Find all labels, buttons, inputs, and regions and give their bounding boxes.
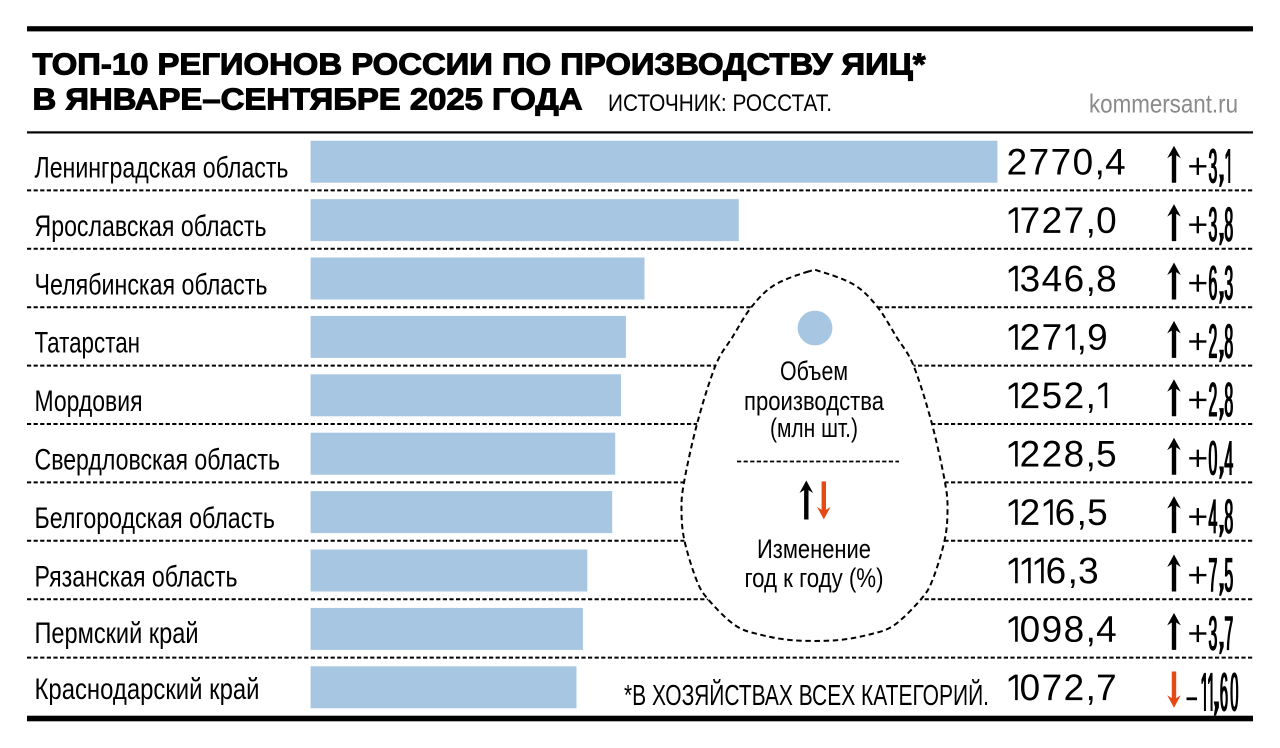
svg-text:Челябинская область: Челябинская область [35,268,268,301]
svg-text:Татарстан: Татарстан [35,327,141,360]
svg-text:ИСТОЧНИК: РОССТАТ.: ИСТОЧНИК: РОССТАТ. [608,90,832,117]
svg-text:Объем: Объем [780,356,848,386]
svg-text:Свердловская область: Свердловская область [35,444,281,477]
svg-text:Ленинградская область: Ленинградская область [35,152,289,185]
svg-text:Изменение: Изменение [757,534,871,564]
svg-text:(млн шт.): (млн шт.) [770,413,858,443]
svg-text:Рязанская область: Рязанская область [35,560,238,593]
svg-text:kommersant.ru: kommersant.ru [1089,88,1238,118]
svg-text:ТОП-10 РЕГИОНОВ РОССИИ ПО ПРОИ: ТОП-10 РЕГИОНОВ РОССИИ ПО ПРОИЗВОДСТВУ Я… [33,47,927,82]
svg-text:Мордовия: Мордовия [35,385,143,418]
svg-text:производства: производства [744,386,885,416]
svg-text:В ЯНВАРЕ–СЕНТЯБРЕ 2025 ГОДА: В ЯНВАРЕ–СЕНТЯБРЕ 2025 ГОДА [33,82,583,117]
svg-text:Ярославская область: Ярославская область [35,210,267,243]
svg-text:год к году (%): год к году (%) [745,563,884,593]
svg-text:Краснодарский край: Краснодарский край [35,673,260,706]
svg-text:Пермский край: Пермский край [35,617,199,650]
svg-text:Белгородская область: Белгородская область [35,502,276,535]
svg-text:*В ХОЗЯЙСТВАХ ВСЕХ КАТЕГОРИЙ.: *В ХОЗЯЙСТВАХ ВСЕХ КАТЕГОРИЙ. [624,678,989,712]
